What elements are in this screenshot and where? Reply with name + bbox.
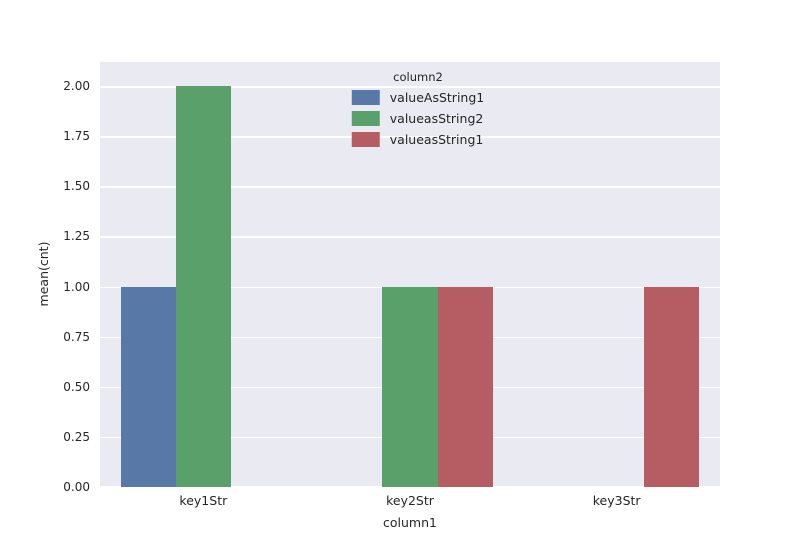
bar-key3Str-valueasString1 xyxy=(644,286,700,487)
x-axis-label: column1 xyxy=(383,515,437,530)
gridline xyxy=(100,236,720,238)
y-tick-label: 1.00 xyxy=(63,279,90,294)
gridline xyxy=(100,136,720,138)
legend-swatch xyxy=(351,90,380,105)
legend-swatch xyxy=(351,132,380,147)
legend-swatch xyxy=(351,111,380,126)
bars xyxy=(100,62,720,487)
legend-entry: valueAsString1 xyxy=(351,87,485,108)
y-axis-label: mean(cnt) xyxy=(36,241,51,307)
bar-key2Str-valueasString1 xyxy=(437,286,493,487)
x-tick-label: key2Str xyxy=(386,493,434,508)
x-tick-label: key1Str xyxy=(179,493,228,508)
y-tick-label: 1.50 xyxy=(63,179,90,194)
bar-key1Str-valueAsString1 xyxy=(120,286,176,487)
legend-entry: valueasString1 xyxy=(351,129,484,150)
legend: column2 valueAsString1 valueasString2 valu… xyxy=(351,70,485,150)
y-tick-label: 2.00 xyxy=(63,79,90,93)
bar-key1Str-valueasString2 xyxy=(175,86,231,487)
y-tick-label: 0.00 xyxy=(63,480,90,494)
legend-entry-label: valueAsString1 xyxy=(389,90,485,105)
legend-entry-label: valueasString2 xyxy=(389,111,484,126)
bar-key2Str-valueasString2 xyxy=(382,286,438,487)
plot-area: column2 valueAsString1 valueasString2 valu… xyxy=(100,62,720,487)
gridline xyxy=(100,186,720,188)
legend-entry: valueasString2 xyxy=(351,108,484,129)
y-tick-label: 1.25 xyxy=(63,229,90,244)
legend-entry-label: valueasString1 xyxy=(389,132,484,147)
y-tick-label: 1.75 xyxy=(63,129,90,144)
y-tick-label: 0.50 xyxy=(63,379,90,394)
legend-title: column2 xyxy=(393,70,443,84)
y-tick-label: 0.25 xyxy=(63,429,90,444)
legend-entries: valueAsString1 valueasString2 valueasStrin… xyxy=(351,87,485,150)
x-tick-label: key3Str xyxy=(592,493,641,508)
y-tick-label: 0.75 xyxy=(63,329,90,344)
gridline xyxy=(100,86,720,88)
